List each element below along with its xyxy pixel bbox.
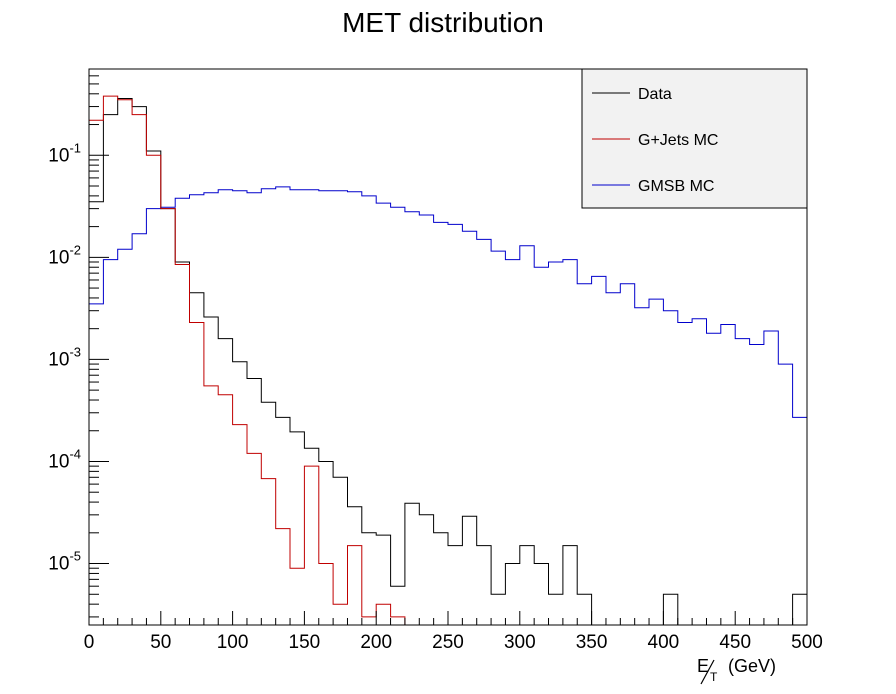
x-axis-label-subscript: T (710, 670, 718, 684)
legend: Data G+Jets MC GMSB MC (581, 68, 808, 209)
x-tick-label: 350 (576, 632, 608, 653)
series-gmsb-mc-line (89, 186, 807, 418)
y-tick-label: 10-4 (48, 446, 81, 472)
x-axis-label-slash (700, 659, 715, 685)
chart-title: MET distribution (342, 7, 544, 38)
x-tick-label: 0 (84, 632, 95, 653)
y-tick-label: 10-2 (48, 242, 81, 268)
legend-label-gmsb: GMSB MC (638, 178, 714, 195)
y-tick-label: 10-1 (48, 140, 81, 166)
legend-label-data: Data (638, 86, 672, 103)
x-axis-label: E T (GeV) (697, 656, 776, 685)
y-axis: 10-1 10-2 10-3 10-4 10-5 (48, 75, 109, 618)
legend-label-gjets: G+Jets MC (638, 132, 718, 149)
x-tick-label: 400 (648, 632, 680, 653)
x-tick-label: 200 (360, 632, 392, 653)
x-tick-label: 150 (289, 632, 321, 653)
x-tick-label: 100 (217, 632, 249, 653)
y-tick-label: 10-5 (48, 549, 81, 575)
x-tick-label: 50 (150, 632, 171, 653)
x-tick-label: 250 (432, 632, 464, 653)
x-axis-label-unit: (GeV) (728, 656, 776, 676)
x-tick-label: 500 (791, 632, 823, 653)
x-axis-label-met: E (697, 656, 709, 676)
x-tick-label: 300 (504, 632, 536, 653)
x-tick-label: 450 (719, 632, 751, 653)
x-axis: 0 50 100 150 200 250 300 350 400 450 500 (84, 611, 823, 653)
y-tick-label: 10-3 (48, 344, 81, 370)
